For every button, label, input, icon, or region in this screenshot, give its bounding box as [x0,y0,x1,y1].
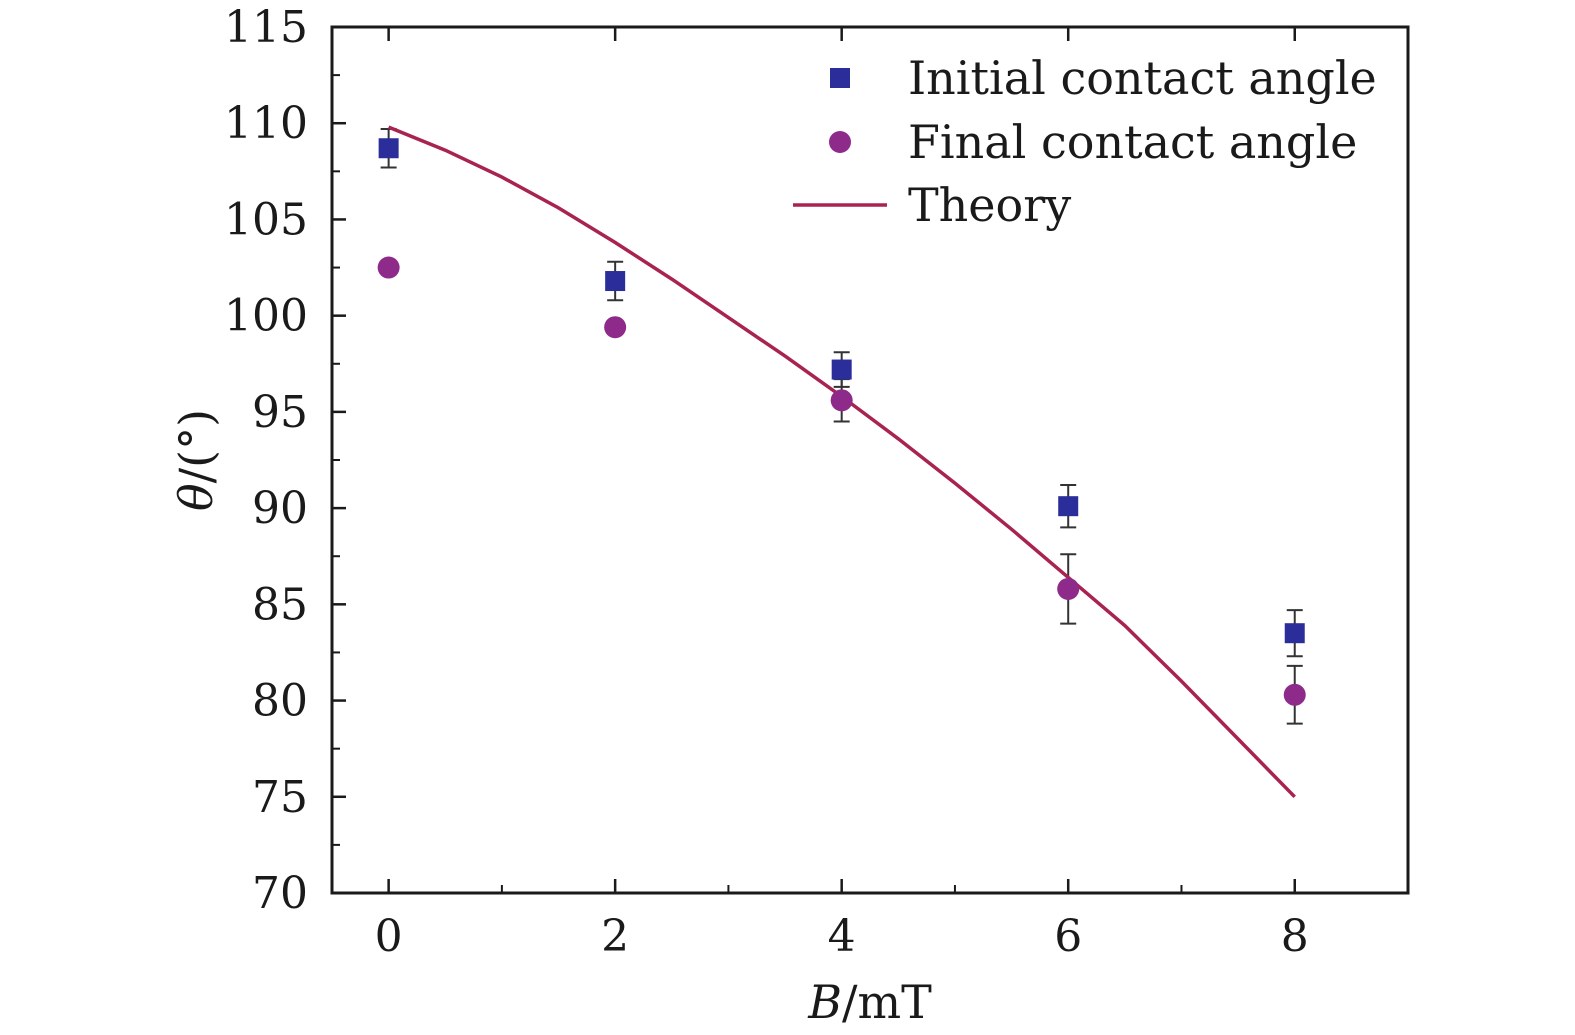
legend-label: Initial contact angle [908,51,1377,105]
y-tick-label: 110 [224,98,308,149]
legend-circle-marker [829,131,851,153]
series-layer [377,125,1306,799]
y-tick-label: 75 [252,772,308,823]
legend-label: Final contact angle [908,115,1357,169]
final-angle-point [377,256,400,279]
legend: Initial contact angle Final contact angle… [793,51,1377,232]
y-tick-label: 70 [252,868,308,919]
x-axis-label: B/mT [807,975,932,1029]
y-axis-label: θ/(°) [169,409,223,511]
x-tick-label: 4 [828,911,856,962]
initial-angle-point [831,359,852,380]
initial-angle-point [1058,496,1079,517]
y-tick-label: 85 [252,579,308,630]
initial-angle-point [378,138,399,159]
initial-angle-point [605,271,626,292]
x-tick-label: 8 [1281,911,1309,962]
y-tick-label: 80 [252,676,308,727]
legend-square-marker [830,68,850,88]
final-angle-point [604,316,627,339]
x-tick-label: 0 [375,911,403,962]
final-angle-point [830,389,853,412]
y-tick-label: 105 [224,194,308,245]
final-angle-point [1057,577,1080,600]
y-tick-label: 115 [224,2,308,53]
final-angle-point [1283,683,1306,706]
legend-label: Theory [908,178,1071,232]
x-tick-label: 6 [1054,911,1082,962]
y-tick-label: 100 [224,291,308,342]
y-tick-label: 90 [252,483,308,534]
theory-line [387,125,1296,799]
y-tick-label: 95 [252,387,308,438]
x-tick-label: 2 [601,911,629,962]
axes-layer: 0 2 4 6 8 70 75 80 85 90 95 100 105 110 115 B/mT θ/(°) [169,2,1410,1029]
initial-angle-point [1284,623,1305,644]
